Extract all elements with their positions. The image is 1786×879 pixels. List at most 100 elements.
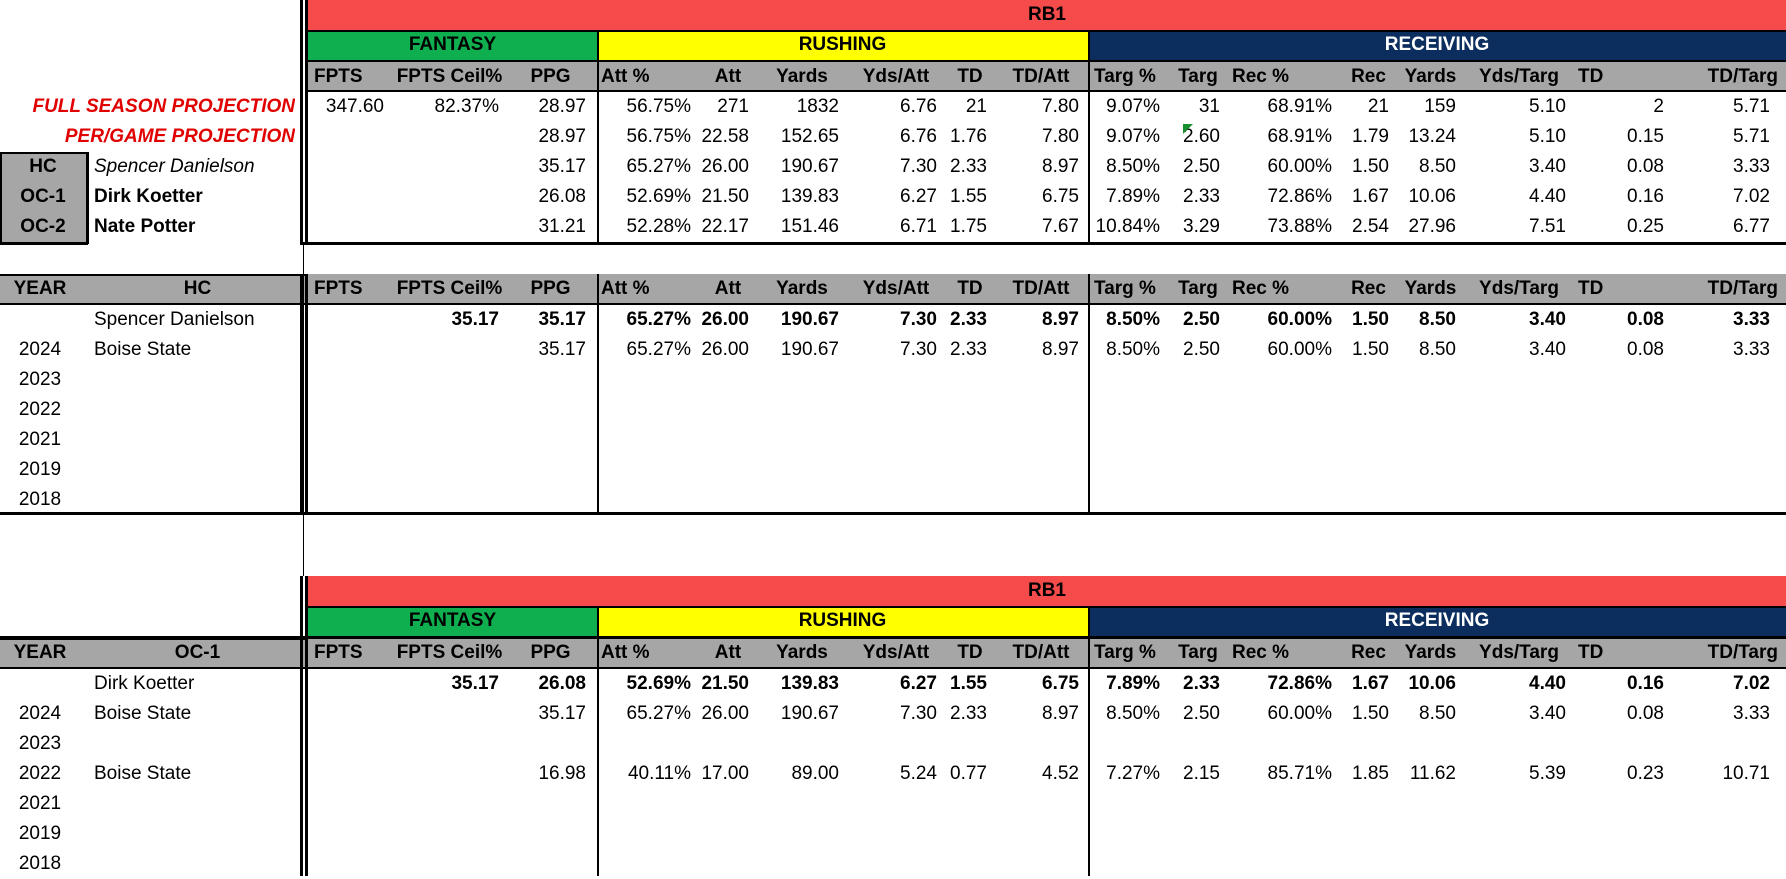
oc_table-row-0-cell-2[interactable]: 35.17 [538,703,586,724]
oc_table-summary-row-cell-2[interactable]: 26.08 [538,673,586,694]
oc-rushing-label[interactable]: RUSHING [798,610,887,631]
per-game-row-cell-9[interactable]: 9.07% [1106,126,1160,147]
hc_table-row-0-cell-4[interactable]: 26.00 [701,339,749,360]
oc_table-year-2021[interactable]: 2021 [18,793,62,814]
hc_table-summary-row-cell-6[interactable]: 7.30 [900,309,937,330]
top-col-header-1[interactable]: FPTS Ceil% [396,66,503,87]
per-game-row-cell-4[interactable]: 22.58 [701,126,749,147]
oc_table-row-2-cell-2[interactable]: 16.98 [538,763,586,784]
coach-row-2-cell-12[interactable]: 2.54 [1352,216,1389,237]
top-col-header-10[interactable]: Targ [1178,66,1218,87]
hc_table-year-2023[interactable]: 2023 [18,369,62,390]
oc_table-summary-row-cell-4[interactable]: 21.50 [701,673,749,694]
top-col-header-2[interactable]: PPG [530,66,571,87]
top-col-header-16[interactable]: TD/Targ [1707,66,1778,87]
coach-row-1-cell-3[interactable]: 52.69% [626,186,691,207]
full-season-row-cell-7[interactable]: 21 [965,96,987,117]
oc_table-row-0-cell-4[interactable]: 26.00 [701,703,749,724]
oc-receiving-label[interactable]: RECEIVING [1384,610,1490,631]
hc_table-year-2024[interactable]: 2024 [18,339,62,360]
hc_table-row-0-cell-14[interactable]: 3.40 [1529,339,1566,360]
oc_table-col-header-14[interactable]: Yds/Targ [1479,642,1559,663]
coach-row-1-cell-2[interactable]: 26.08 [538,186,586,207]
hc_table-row-0-cell-8[interactable]: 8.97 [1042,339,1079,360]
oc_table-row-0-cell-12[interactable]: 1.50 [1352,703,1389,724]
per-game-row-cell-15[interactable]: 0.15 [1627,126,1664,147]
top-position-label[interactable]: RB1 [1027,4,1066,25]
hc_table-year-2022[interactable]: 2022 [18,399,62,420]
full-season-row-cell-11[interactable]: 68.91% [1267,96,1332,117]
coach-row-0-cell-16[interactable]: 3.33 [1733,156,1770,177]
full-season-row-cell-3[interactable]: 56.75% [626,96,691,117]
coach-row-1-cell-14[interactable]: 4.40 [1529,186,1566,207]
hc_table-col-header-15[interactable]: TD [1578,278,1604,299]
oc_table-row-0-cell-11[interactable]: 60.00% [1267,703,1332,724]
coach-row-0-cell-4[interactable]: 26.00 [701,156,749,177]
hc_table-summary-row-cell-16[interactable]: 3.33 [1733,309,1770,330]
oc_table-col-header-8[interactable]: TD/Att [1012,642,1070,663]
coach-role-oc-2[interactable]: OC-2 [20,216,66,237]
oc_table-row-0-cell-15[interactable]: 0.08 [1627,703,1664,724]
coach-row-0-cell-10[interactable]: 2.50 [1183,156,1220,177]
coach-row-0-cell-8[interactable]: 8.97 [1042,156,1079,177]
oc_table-row-2-cell-11[interactable]: 85.71% [1267,763,1332,784]
hc_table-year-2019[interactable]: 2019 [18,459,62,480]
oc_table-col-header-16[interactable]: TD/Targ [1707,642,1778,663]
oc_table-row-2-cell-4[interactable]: 17.00 [701,763,749,784]
oc_table-summary-row-cell-13[interactable]: 10.06 [1408,673,1456,694]
coach-row-1-cell-15[interactable]: 0.16 [1627,186,1664,207]
hc_table-col-header-14[interactable]: Yds/Targ [1479,278,1559,299]
oc_table-row-0-cell-8[interactable]: 8.97 [1042,703,1079,724]
top-col-header-8[interactable]: TD/Att [1012,66,1070,87]
oc_table-year-2023[interactable]: 2023 [18,733,62,754]
hc_table-col-header-5[interactable]: Yards [776,278,828,299]
coach-row-0-cell-6[interactable]: 7.30 [900,156,937,177]
full-season-row-cell-13[interactable]: 159 [1424,96,1456,117]
oc_table-col-header-15[interactable]: TD [1578,642,1604,663]
coach-row-0-cell-2[interactable]: 35.17 [538,156,586,177]
oc_table-summary-name[interactable]: Dirk Koetter [94,673,195,694]
hc_table-col-header-13[interactable]: Yards [1404,278,1457,299]
oc_table-row-2-cell-10[interactable]: 2.15 [1183,763,1220,784]
coach-row-2-cell-4[interactable]: 22.17 [701,216,749,237]
per-game-row-cell-13[interactable]: 13.24 [1408,126,1456,147]
oc_table-summary-row-cell-15[interactable]: 0.16 [1627,673,1664,694]
oc_table-row-2-cell-13[interactable]: 11.62 [1409,763,1456,784]
full-season-row-cell-5[interactable]: 1832 [796,96,839,117]
coach-row-1-cell-12[interactable]: 1.67 [1352,186,1389,207]
coach-role-oc-1[interactable]: OC-1 [20,186,66,207]
oc-fantasy-label[interactable]: FANTASY [408,610,497,631]
oc_table-col-header-0[interactable]: FPTS [314,642,363,663]
per-game-row-cell-3[interactable]: 56.75% [626,126,691,147]
hc_table-summary-row-cell-15[interactable]: 0.08 [1627,309,1664,330]
hc_table-summary-row-cell-2[interactable]: 35.17 [538,309,586,330]
per-game-row-cell-16[interactable]: 5.71 [1733,126,1770,147]
hc_table-summary-row-cell-12[interactable]: 1.50 [1352,309,1389,330]
coach-row-2-cell-14[interactable]: 7.51 [1529,216,1566,237]
hc_table-team-0[interactable]: Boise State [94,339,192,360]
hc_table-summary-row-cell-14[interactable]: 3.40 [1529,309,1566,330]
oc_table-year-2024[interactable]: 2024 [18,703,62,724]
oc_table-year-2018[interactable]: 2018 [18,853,62,874]
hc_table-summary-row-cell-4[interactable]: 26.00 [701,309,749,330]
hc_table-summary-row-cell-8[interactable]: 8.97 [1042,309,1079,330]
coach-row-0-cell-14[interactable]: 3.40 [1529,156,1566,177]
hc_table-col-header-7[interactable]: TD [957,278,983,299]
hc_table-row-0-cell-9[interactable]: 8.50% [1106,339,1160,360]
hc_table-summary-row-cell-13[interactable]: 8.50 [1419,309,1456,330]
hc_table-year-2018[interactable]: 2018 [18,489,62,510]
top-col-header-3[interactable]: Att % [601,66,650,87]
coach-row-1-cell-4[interactable]: 21.50 [701,186,749,207]
oc_table-row-2-cell-3[interactable]: 40.11% [627,763,691,784]
per-game-projection-label[interactable]: PER/GAME PROJECTION [64,126,295,147]
oc_table-summary-row-cell-8[interactable]: 6.75 [1042,673,1079,694]
full-season-row-cell-14[interactable]: 5.10 [1529,96,1566,117]
hc_table-summary-row-cell-5[interactable]: 190.67 [780,309,839,330]
top-col-header-15[interactable]: TD [1578,66,1604,87]
full-season-row-cell-2[interactable]: 28.97 [538,96,586,117]
coach-row-2-cell-2[interactable]: 31.21 [538,216,586,237]
oc_table-row-0-cell-10[interactable]: 2.50 [1183,703,1220,724]
hc_table-col-header-12[interactable]: Rec [1351,278,1386,299]
hc_table-col-header-2[interactable]: PPG [530,278,571,299]
oc_table-row-2-cell-14[interactable]: 5.39 [1529,763,1566,784]
